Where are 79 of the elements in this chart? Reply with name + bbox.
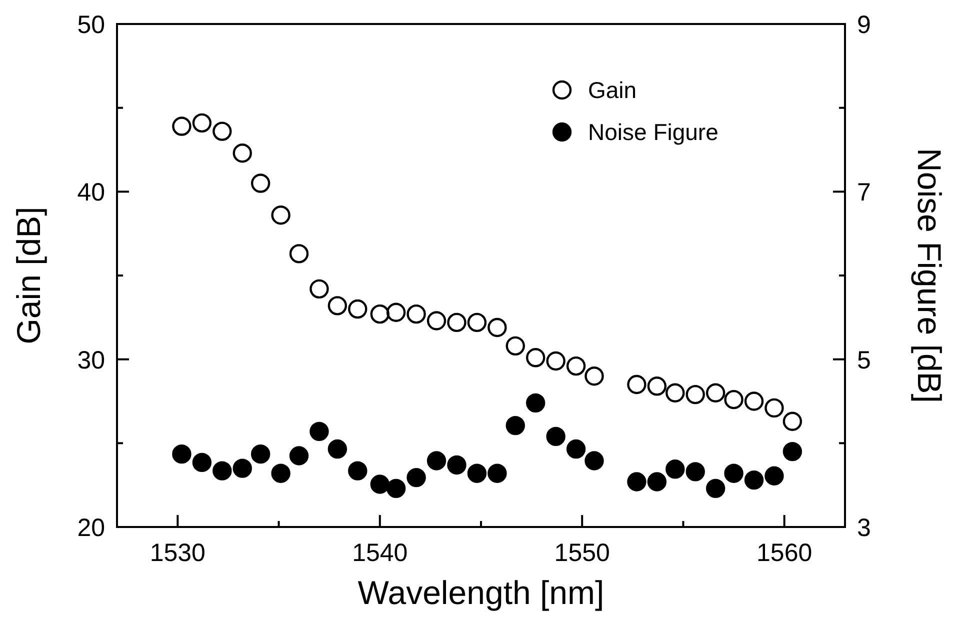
point <box>566 356 586 376</box>
point <box>686 462 705 482</box>
point <box>467 464 487 483</box>
point <box>172 444 192 464</box>
y-axis-title: Gain [dB] <box>10 206 47 344</box>
point <box>706 478 726 498</box>
point <box>526 348 546 368</box>
point <box>566 439 586 459</box>
point <box>488 464 507 483</box>
point <box>764 398 784 418</box>
point <box>782 412 802 431</box>
point <box>744 392 764 411</box>
x-axis-title: Wavelength [nm] <box>358 574 604 611</box>
point <box>310 422 329 442</box>
y-tick-label: 20 <box>77 514 105 542</box>
point <box>212 461 232 480</box>
point <box>271 464 290 483</box>
point <box>406 468 426 488</box>
y2-tick-label: 9 <box>857 11 871 39</box>
point <box>666 460 685 479</box>
point <box>506 416 525 436</box>
point <box>328 296 348 316</box>
point <box>666 383 685 402</box>
point <box>212 122 232 141</box>
point <box>447 455 466 475</box>
point <box>370 474 390 494</box>
x-tick-label: 1530 <box>150 539 206 567</box>
x-tick-label: 1540 <box>352 539 408 567</box>
point <box>627 374 646 394</box>
y2-tick-label: 3 <box>857 514 871 542</box>
point <box>584 451 604 470</box>
point <box>724 464 744 483</box>
point <box>467 312 487 332</box>
point <box>328 439 348 459</box>
point <box>232 144 252 163</box>
point <box>447 312 466 332</box>
point <box>426 311 446 330</box>
point <box>172 116 192 136</box>
y-tick-label: 40 <box>77 178 105 207</box>
point <box>310 279 329 299</box>
y2-tick-label: 5 <box>857 346 871 374</box>
point <box>370 304 390 324</box>
point <box>348 461 368 480</box>
point <box>627 472 646 492</box>
legend-label: Gain <box>588 77 637 103</box>
x-tick-label: 1560 <box>756 539 812 567</box>
y-tick-label: 30 <box>77 346 105 374</box>
point <box>764 466 784 486</box>
point <box>488 318 507 338</box>
point <box>426 451 446 470</box>
point <box>386 478 406 498</box>
point <box>744 470 764 490</box>
point <box>192 452 212 472</box>
point <box>546 426 566 446</box>
point <box>647 472 667 492</box>
point <box>192 113 212 133</box>
point <box>724 390 744 410</box>
point <box>526 393 546 413</box>
x-tick-label: 1550 <box>554 539 610 567</box>
point <box>686 384 705 404</box>
point <box>289 244 309 264</box>
point <box>250 174 270 193</box>
point <box>271 206 290 225</box>
point <box>706 383 726 402</box>
y2-axis-title: Noise Figure [dB] <box>911 148 948 403</box>
point <box>782 442 802 462</box>
point <box>348 299 368 319</box>
point <box>506 336 525 356</box>
legend-label: Noise Figure <box>588 119 718 145</box>
y-tick-label: 50 <box>77 11 105 39</box>
point <box>250 444 270 464</box>
point <box>584 366 604 386</box>
point <box>546 351 566 371</box>
point <box>386 302 406 322</box>
point <box>232 458 252 478</box>
point <box>406 304 426 324</box>
y2-tick-label: 7 <box>857 178 871 207</box>
point <box>289 446 309 466</box>
point <box>647 376 667 396</box>
